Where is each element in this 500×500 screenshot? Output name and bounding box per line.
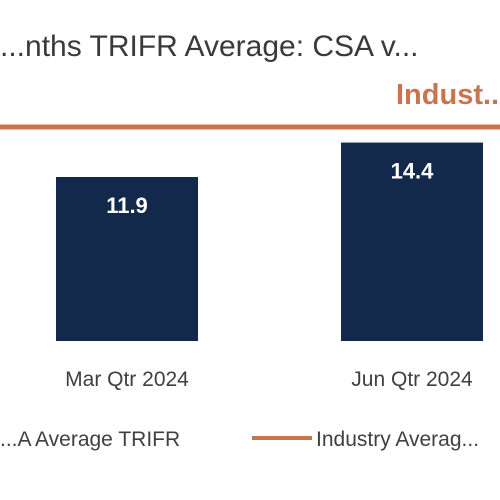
chart-title: ...nths TRIFR Average: CSA v... — [0, 30, 419, 63]
bar-data-label: 14.4 — [391, 159, 435, 184]
x-tick-label: Mar Qtr 2024 — [65, 368, 189, 391]
bar-data-label: 11.9 — [106, 193, 148, 218]
x-tick-label: Jun Qtr 2024 — [351, 368, 473, 391]
legend-item-bars: ...A Average TRIFR — [0, 428, 180, 451]
legend-item-industry: Industry Averag... — [316, 428, 479, 451]
legend: ...A Average TRIFR Industry Averag... — [0, 428, 479, 451]
industry-line-label: Indust... — [396, 79, 500, 111]
bars-group: 11.9 14.4 — [56, 142, 483, 341]
bar — [341, 142, 483, 341]
bar — [56, 177, 198, 341]
